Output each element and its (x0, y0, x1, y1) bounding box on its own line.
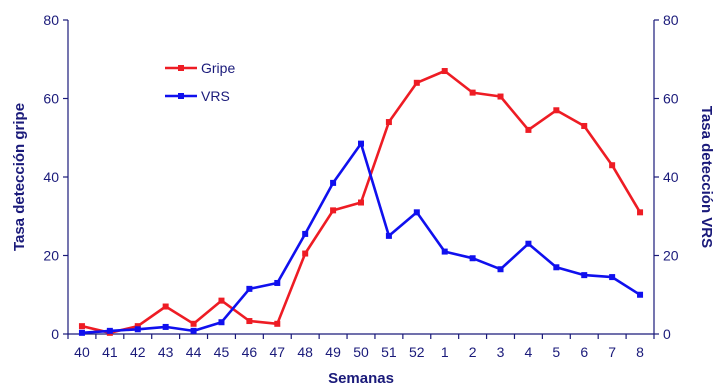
x-tick-label: 47 (269, 344, 285, 360)
y-right-tick-label: 60 (663, 91, 679, 107)
data-point-gripe (413, 79, 420, 86)
legend: Gripe VRS (165, 60, 235, 104)
data-point-vrs (469, 255, 476, 262)
data-point-gripe (497, 93, 504, 100)
x-tick-label: 46 (242, 344, 258, 360)
data-point-gripe (358, 199, 364, 206)
data-point-gripe (246, 318, 253, 325)
y-left-tick-label: 20 (43, 248, 59, 264)
y-right-tick-label: 20 (663, 248, 679, 264)
data-point-vrs (385, 232, 392, 239)
x-tick-label: 40 (74, 344, 90, 360)
data-point-gripe (385, 119, 392, 126)
data-point-gripe (274, 320, 281, 327)
series-layer (78, 68, 644, 336)
x-tick-label: 41 (102, 344, 118, 360)
y-right-tick-label: 40 (663, 169, 679, 185)
x-tick-label: 42 (130, 344, 146, 360)
y-left-tick-label: 40 (43, 169, 59, 185)
data-point-gripe (190, 320, 197, 327)
data-point-gripe (78, 323, 85, 330)
data-point-gripe (162, 303, 169, 310)
x-tick-label: 51 (381, 344, 397, 360)
x-tick-label: 50 (353, 344, 369, 360)
x-tick-label: 49 (325, 344, 341, 360)
data-point-vrs (330, 179, 337, 186)
data-point-vrs (358, 140, 364, 147)
data-point-vrs (162, 323, 169, 330)
data-point-gripe (302, 250, 309, 257)
data-point-gripe (637, 209, 644, 216)
y-right-tick-label: 80 (663, 12, 679, 28)
x-tick-label: 48 (297, 344, 313, 360)
y-axis-left-title: Tasa detección gripe (11, 103, 28, 251)
x-axis-title: Semanas (328, 370, 394, 387)
x-tick-label: 52 (409, 344, 425, 360)
data-point-vrs (274, 279, 281, 286)
x-tick-label: 2 (469, 344, 477, 360)
data-point-vrs (581, 272, 588, 279)
legend-marker-vrs (178, 93, 184, 99)
x-tick-label: 45 (214, 344, 230, 360)
legend-label-gripe: Gripe (201, 60, 235, 76)
data-point-vrs (609, 274, 616, 281)
y-left-tick-label: 60 (43, 91, 59, 107)
data-point-vrs (413, 209, 420, 216)
x-tick-label: 1 (441, 344, 449, 360)
data-point-gripe (218, 297, 225, 304)
x-tick-label: 8 (636, 344, 644, 360)
y-left-tick-label: 80 (43, 12, 59, 28)
data-point-vrs (106, 327, 113, 334)
data-point-vrs (441, 248, 448, 255)
data-point-gripe (609, 162, 616, 169)
data-point-gripe (581, 122, 588, 129)
y-axis-right-title: Tasa detección VRS (698, 106, 715, 248)
data-point-vrs (525, 240, 532, 247)
data-point-vrs (134, 326, 141, 333)
x-tick-label: 6 (580, 344, 588, 360)
data-point-vrs (246, 285, 253, 292)
data-point-vrs (553, 264, 560, 271)
x-tick-label: 4 (525, 344, 533, 360)
data-point-vrs (637, 291, 644, 298)
data-point-vrs (78, 329, 85, 336)
x-tick-label: 44 (186, 344, 202, 360)
data-point-gripe (469, 89, 476, 96)
data-point-gripe (553, 107, 560, 114)
data-point-vrs (497, 266, 504, 273)
data-point-vrs (190, 327, 197, 334)
data-point-gripe (134, 323, 141, 330)
x-tick-label: 7 (608, 344, 616, 360)
data-point-vrs (218, 319, 225, 326)
data-point-gripe (330, 207, 337, 214)
legend-label-vrs: VRS (201, 88, 230, 104)
data-point-gripe (441, 68, 448, 75)
legend-marker-gripe (178, 65, 184, 71)
data-point-vrs (302, 230, 309, 237)
y-left-tick-label: 0 (51, 326, 59, 342)
x-tick-label: 43 (158, 344, 174, 360)
y-right-tick-label: 0 (663, 326, 671, 342)
x-tick-label: 5 (552, 344, 560, 360)
data-point-gripe (525, 126, 532, 133)
x-tick-label: 3 (497, 344, 505, 360)
